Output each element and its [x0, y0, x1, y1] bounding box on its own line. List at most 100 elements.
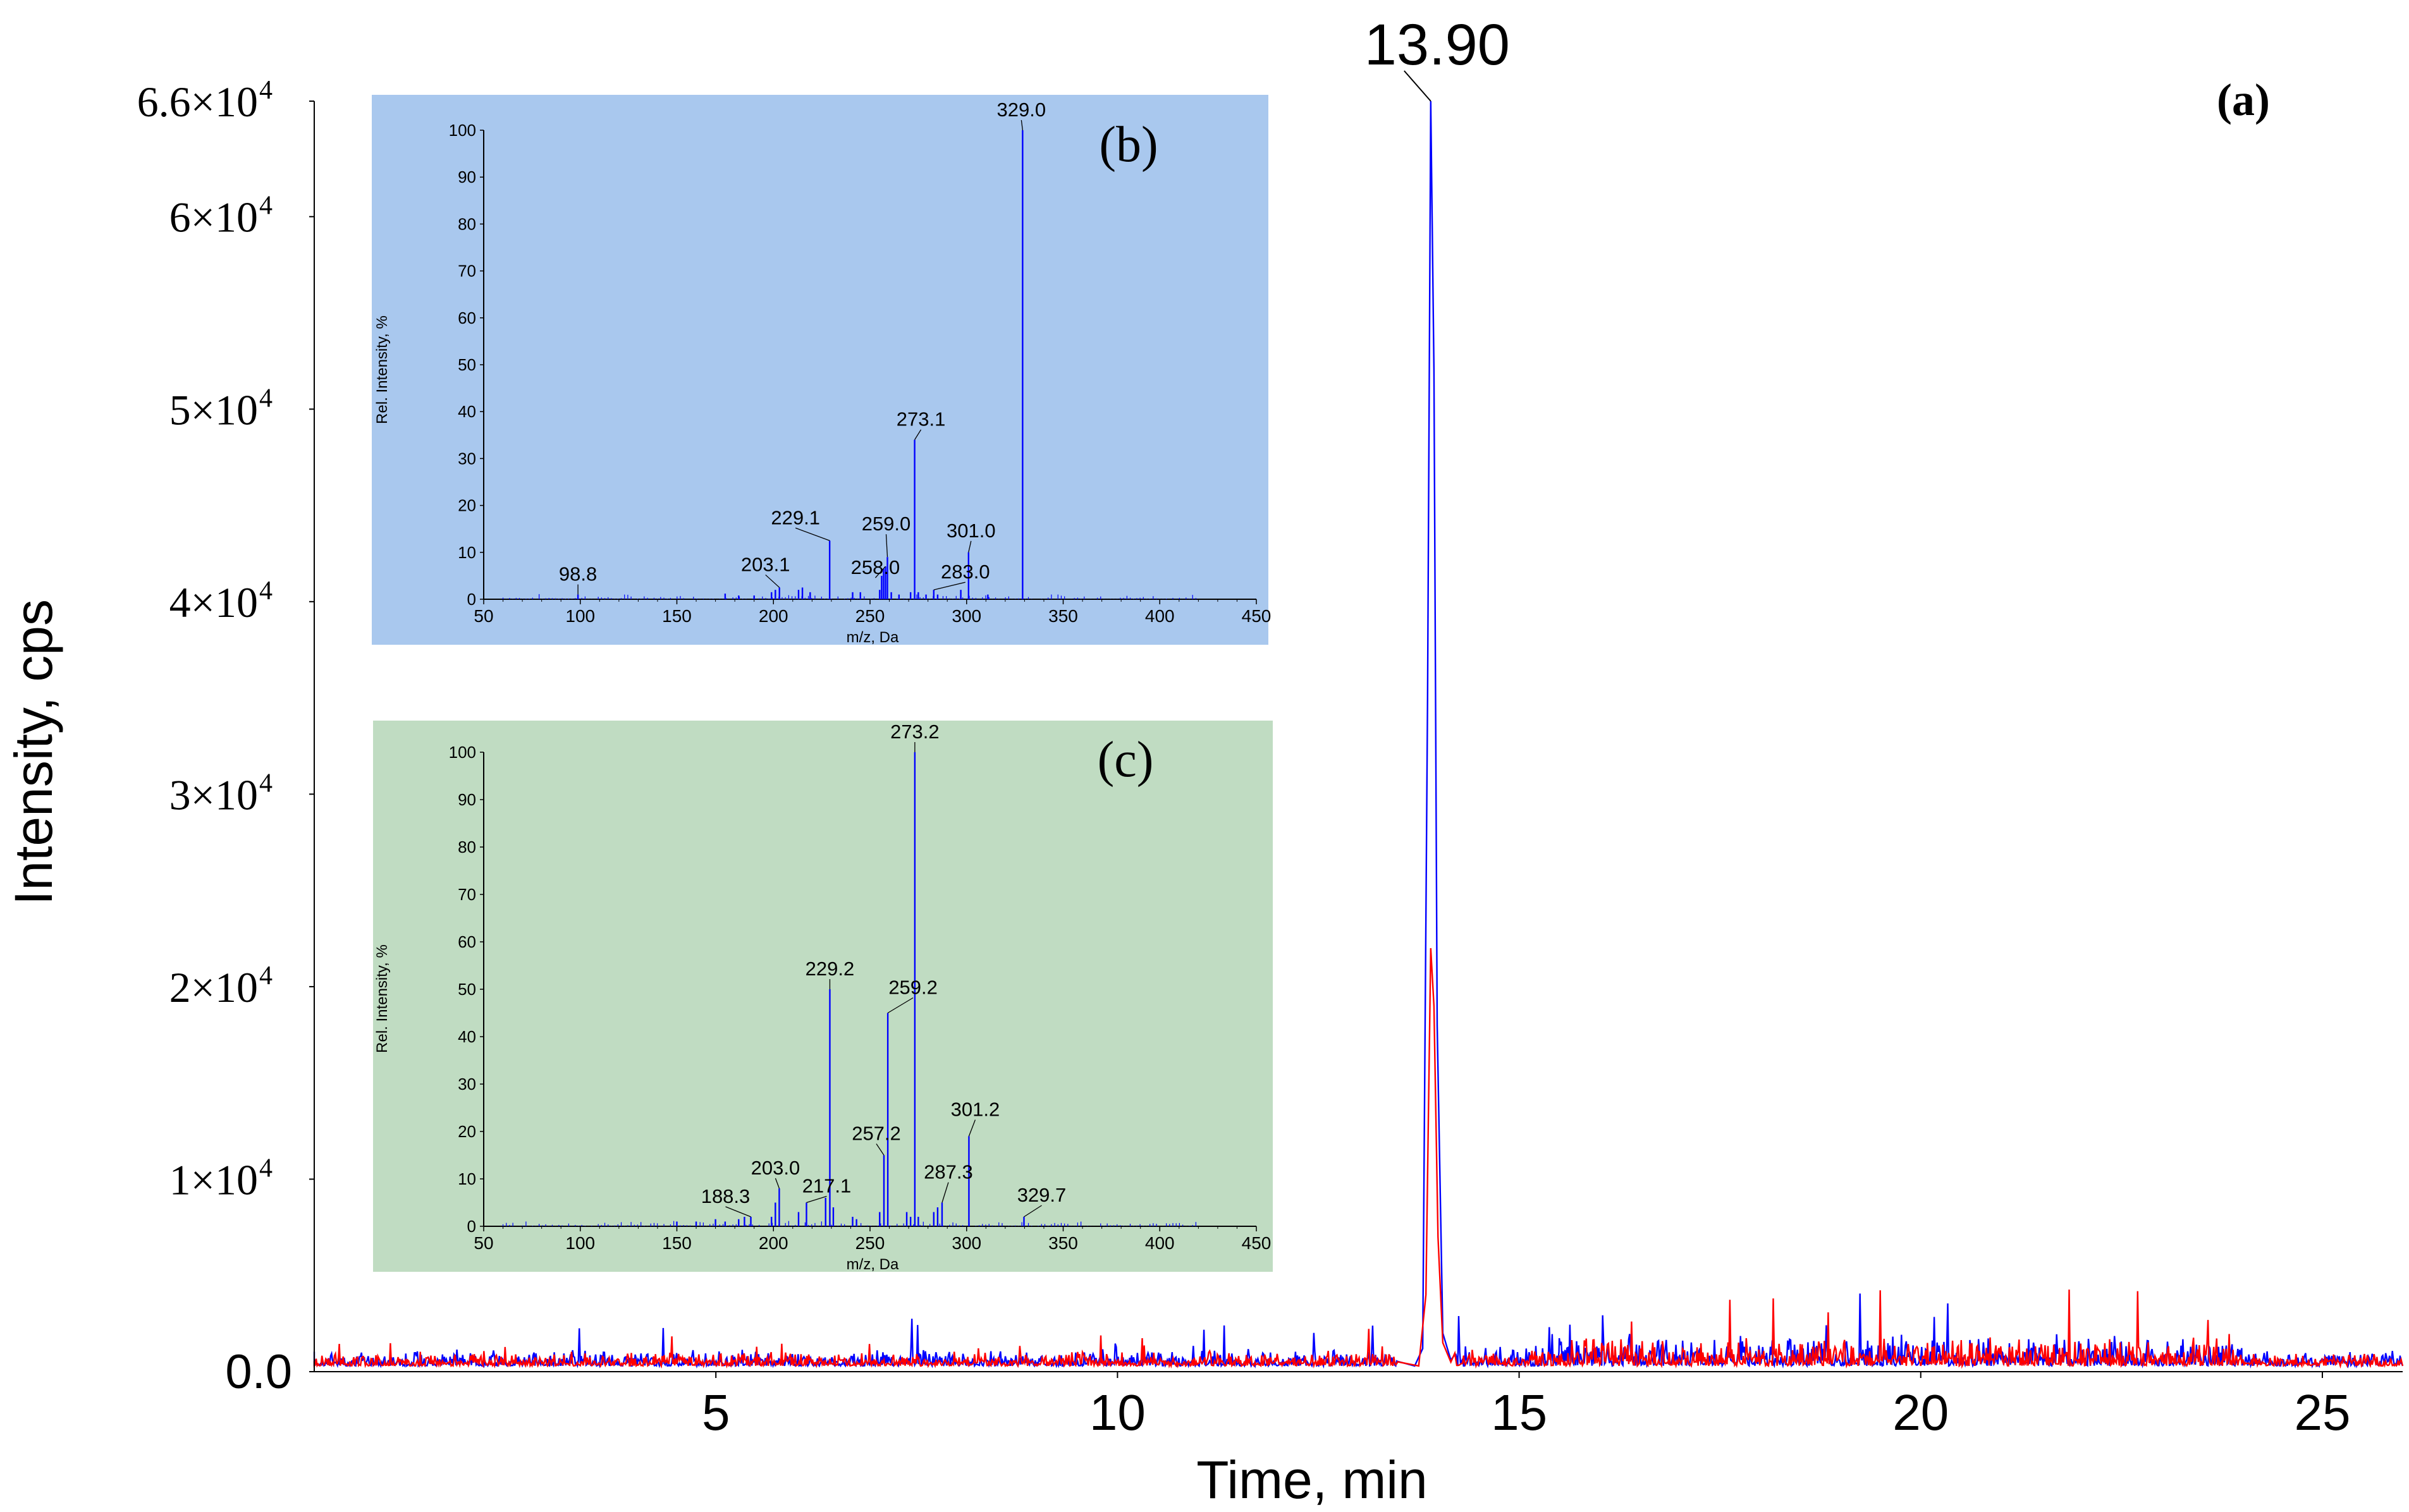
spectrum-y-tick-label: 20 [458, 1122, 476, 1141]
spectrum-y-tick-label: 70 [458, 262, 476, 281]
spectrum-label-leader [968, 540, 972, 552]
spectrum-x-tick-label: 100 [565, 1233, 595, 1253]
y-tick-label: 6.6×10 [137, 78, 258, 126]
spectrum-label-leader [1021, 119, 1023, 131]
peak-label-leader [1404, 70, 1431, 102]
x-tick-label: 5 [702, 1384, 730, 1441]
spectrum-y-tick-label: 100 [449, 121, 476, 140]
spectrum-y-tick-label: 90 [458, 168, 476, 186]
spectrum-label-leader [968, 1119, 976, 1137]
spectrum-label-leader [941, 1182, 949, 1203]
spectrum-y-tick-label: 60 [458, 932, 476, 951]
x-axis-title: Time, min [1196, 1450, 1428, 1509]
spectrum-peak-label: 229.2 [806, 958, 855, 980]
trace-red [313, 948, 2404, 1369]
spectrum-x-tick-label: 400 [1145, 606, 1175, 626]
y-axis-title: Intensity, cps [4, 599, 63, 905]
spectrum-x-tick-label: 450 [1242, 1233, 1272, 1253]
spectrum-peak-label: 329.0 [997, 99, 1046, 121]
spectrum-x-tick-label: 200 [759, 1233, 788, 1253]
y-tick-label-exponent: 4 [259, 192, 273, 221]
spectrum-x-tick-label: 300 [952, 606, 981, 626]
inset-b-x-axis-title: m/z, Da [847, 629, 899, 646]
spectrum-y-tick-label: 30 [458, 449, 476, 468]
peak-label: 13.90 [1364, 13, 1510, 77]
y-tick-label-exponent: 4 [259, 576, 273, 606]
y-tick-labels: 0.01×10 42×10 43×10 44×10 45×10 46×10 46.6×10 4 [137, 76, 314, 1399]
x-tick-label: 15 [1491, 1384, 1547, 1441]
spectrum-x-tick-label: 200 [759, 606, 788, 626]
spectrum-x-tick-label: 150 [662, 1233, 692, 1253]
spectrum-y-tick-label: 90 [458, 790, 476, 809]
y-tick-label: 5×10 [169, 386, 258, 434]
spectrum-peak-label: 259.0 [862, 513, 911, 535]
inset-c-spectrum: 0 10 20 30 40 50 60 70 80 90 100 50 100 150 200 250 300 3… [449, 721, 1272, 1253]
spectrum-y-tick-label: 10 [458, 543, 476, 562]
spectrum-label-leader [933, 582, 965, 590]
spectrum-x-tick-label: 450 [1242, 606, 1272, 626]
spectrum-peak-label: 188.3 [701, 1185, 751, 1207]
spectrum-x-tick-label: 100 [565, 606, 595, 626]
y-tick-label-exponent: 4 [259, 76, 273, 105]
spectrum-label-leader [775, 1178, 780, 1189]
spectrum-y-tick-label: 40 [458, 402, 476, 421]
inset-c-x-axis-title: m/z, Da [847, 1256, 899, 1273]
inset-b-background [372, 95, 1268, 645]
spectrum-y-tick-label: 50 [458, 355, 476, 374]
x-tick-label: 10 [1089, 1384, 1146, 1441]
spectrum-peak-label: 301.2 [951, 1099, 1000, 1121]
spectrum-label-leader [914, 429, 922, 441]
y-tick-label: 0.0 [225, 1345, 292, 1399]
spectrum-x-tick-label: 350 [1048, 1233, 1078, 1253]
spectrum-y-tick-label: 50 [458, 980, 476, 999]
chromatogram-chart: 0.01×10 42×10 43×10 44×10 45×10 46×10 46.6×10 4… [4, 13, 2404, 1509]
inset-b-y-axis-title: Rel. Intensity, % [374, 315, 391, 424]
spectrum-y-tick-label: 10 [458, 1169, 476, 1188]
spectrum-y-tick-label: 100 [449, 743, 476, 762]
spectrum-peak-label: 203.0 [751, 1157, 800, 1179]
spectrum-peak-label: 203.1 [741, 553, 790, 575]
spectrum-label-leader [876, 1143, 885, 1155]
spectrum-label-leader [765, 574, 780, 588]
spectrum-label-leader [725, 1206, 751, 1217]
spectrum-y-tick-label: 70 [458, 885, 476, 904]
y-tick-label: 6×10 [169, 193, 258, 241]
inset-b-spectrum: 0 10 20 30 40 50 60 70 80 90 100 50 100 150 200 250 300 3… [449, 99, 1272, 626]
spectrum-peak-label: 98.8 [559, 563, 597, 585]
spectrum-y-tick-label: 40 [458, 1027, 476, 1046]
panel-label-a: (a) [2217, 75, 2270, 125]
spectrum-y-tick-label: 30 [458, 1075, 476, 1094]
spectrum-label-leader [1024, 1205, 1042, 1217]
spectrum-peak-label: 259.2 [888, 977, 938, 999]
spectrum-x-tick-label: 350 [1048, 606, 1078, 626]
spectrum-y-tick-label: 60 [458, 308, 476, 327]
inset-c-y-axis-title: Rel. Intensity, % [374, 944, 391, 1053]
x-tick-label: 20 [1892, 1384, 1949, 1441]
spectrum-x-tick-label: 50 [474, 606, 493, 626]
spectrum-label-leader [806, 1195, 827, 1204]
x-tick-labels: 5 10 15 20 25 [702, 1372, 2350, 1441]
spectrum-x-tick-label: 150 [662, 606, 692, 626]
y-tick-label-exponent: 4 [259, 769, 273, 798]
y-tick-label: 3×10 [169, 771, 258, 819]
chromatogram-traces [313, 101, 2404, 1369]
spectrum-x-tick-label: 50 [474, 1233, 493, 1253]
spectrum-peak-label: 258.0 [851, 556, 900, 578]
spectrum-peak-label: 283.0 [941, 561, 990, 583]
spectrum-x-tick-label: 250 [855, 1233, 885, 1253]
spectrum-y-tick-label: 20 [458, 496, 476, 515]
inset-c: 0 10 20 30 40 50 60 70 80 90 100 50 100 150 200 250 300 3… [373, 721, 1273, 1273]
spectrum-label-leader [887, 997, 914, 1014]
spectrum-peak-label: 273.1 [897, 408, 946, 430]
inset-b-panel-label: (b) [1099, 117, 1158, 173]
spectrum-label-leader [874, 566, 886, 578]
spectrum-y-tick-label: 80 [458, 214, 476, 233]
y-tick-label-exponent: 4 [259, 1154, 273, 1183]
spectrum-y-tick-label: 80 [458, 838, 476, 857]
spectrum-y-tick-label: 0 [467, 590, 476, 609]
y-tick-label-exponent: 4 [259, 961, 273, 991]
spectrum-label-leader [795, 527, 830, 541]
spectrum-peak-label: 301.0 [947, 520, 996, 542]
spectrum-peak-label: 257.2 [852, 1123, 901, 1145]
